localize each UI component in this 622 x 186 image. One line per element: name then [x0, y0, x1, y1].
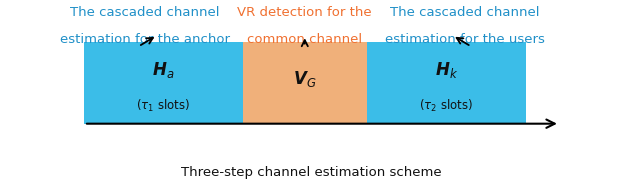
Text: The cascaded channel: The cascaded channel: [70, 6, 220, 19]
Bar: [243, 42, 367, 124]
Text: common channel: common channel: [247, 33, 363, 46]
Text: $\boldsymbol{H}_a$: $\boldsymbol{H}_a$: [152, 60, 175, 81]
Text: estimation for the users: estimation for the users: [385, 33, 545, 46]
Text: $\boldsymbol{V}_G$: $\boldsymbol{V}_G$: [293, 69, 317, 89]
Bar: [84, 42, 243, 124]
Text: $(\tau_1\ \mathrm{slots})$: $(\tau_1\ \mathrm{slots})$: [136, 98, 190, 114]
Text: $\boldsymbol{H}_k$: $\boldsymbol{H}_k$: [435, 60, 458, 81]
Text: estimation for the anchor: estimation for the anchor: [60, 33, 230, 46]
Text: The cascaded channel: The cascaded channel: [390, 6, 540, 19]
Text: $(\tau_2\ \mathrm{slots})$: $(\tau_2\ \mathrm{slots})$: [419, 98, 473, 114]
Text: VR detection for the: VR detection for the: [238, 6, 372, 19]
Bar: [367, 42, 526, 124]
Text: Three-step channel estimation scheme: Three-step channel estimation scheme: [180, 166, 442, 179]
